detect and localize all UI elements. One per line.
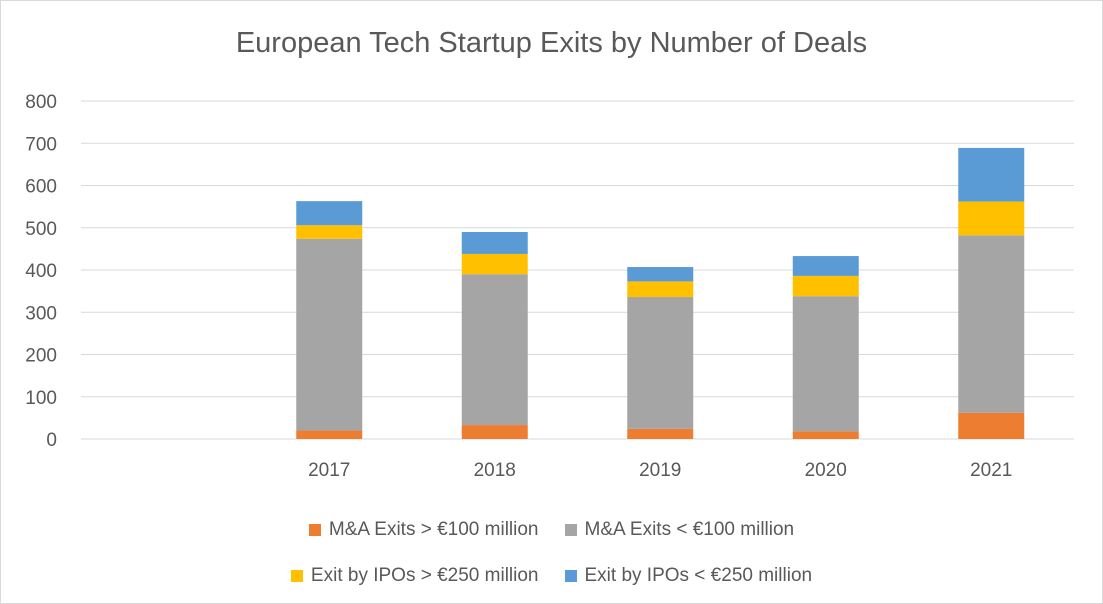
bar-segment (958, 412, 1025, 439)
bar-segment (627, 267, 694, 282)
legend-row-2: Exit by IPOs > €250 million Exit by IPOs… (1, 553, 1102, 599)
bar-segment (792, 275, 859, 297)
legend-swatch (290, 570, 303, 582)
y-tick-label: 500 (25, 219, 57, 240)
bar-segment (461, 274, 528, 426)
legend-swatch (564, 570, 577, 582)
legend-label: Exit by IPOs < €250 million (584, 565, 813, 586)
bar-segment (461, 425, 528, 439)
bar-segment (958, 201, 1025, 236)
bar-segment (792, 296, 859, 432)
bar-segment (792, 431, 859, 439)
y-tick-label: 300 (25, 303, 57, 324)
y-tick-label: 600 (25, 177, 57, 198)
legend-item-ma-under-100m: M&A Exits < €100 million (564, 519, 795, 541)
bar-segment (627, 428, 694, 439)
bar-segment (296, 430, 363, 439)
x-tick-label: 2019 (639, 460, 681, 481)
bar-segment (296, 225, 363, 239)
bar-segment (792, 256, 859, 276)
chart-legend: M&A Exits > €100 million M&A Exits < €10… (1, 507, 1102, 599)
x-tick-label: 2020 (805, 460, 847, 481)
y-tick-label: 100 (25, 388, 57, 409)
bar-segment (627, 281, 694, 298)
x-tick-label: 2021 (970, 460, 1012, 481)
x-tick-label: 2017 (308, 460, 350, 481)
legend-label: Exit by IPOs > €250 million (310, 565, 539, 586)
y-tick-label: 200 (25, 346, 57, 367)
x-tick-label: 2018 (474, 460, 516, 481)
bar-segment (296, 238, 363, 431)
bar-segment (461, 253, 528, 275)
y-tick-label: 800 (25, 92, 57, 113)
legend-label: M&A Exits < €100 million (584, 519, 795, 540)
legend-item-ipo-under-250m: Exit by IPOs < €250 million (564, 565, 813, 587)
legend-swatch (308, 524, 321, 536)
y-tick-label: 400 (25, 261, 57, 282)
y-tick-label: 700 (25, 134, 57, 155)
bar-segment (958, 235, 1025, 413)
legend-label: M&A Exits > €100 million (328, 519, 539, 540)
bar-segment (958, 147, 1025, 202)
chart-plot-area: 0 100 200 300 400 500 600 700 800 2017 2018 2019 202… (25, 92, 1074, 481)
legend-item-ipo-over-250m: Exit by IPOs > €250 million (290, 565, 539, 587)
legend-item-ma-over-100m: M&A Exits > €100 million (308, 519, 539, 541)
bar-segment (627, 297, 694, 429)
y-tick-label: 0 (46, 430, 57, 451)
bar-segment (296, 201, 363, 226)
legend-swatch (564, 524, 577, 536)
chart-title: European Tech Startup Exits by Number of… (235, 27, 868, 59)
bar-segment (461, 231, 528, 254)
legend-row-1: M&A Exits > €100 million M&A Exits < €10… (1, 507, 1102, 553)
